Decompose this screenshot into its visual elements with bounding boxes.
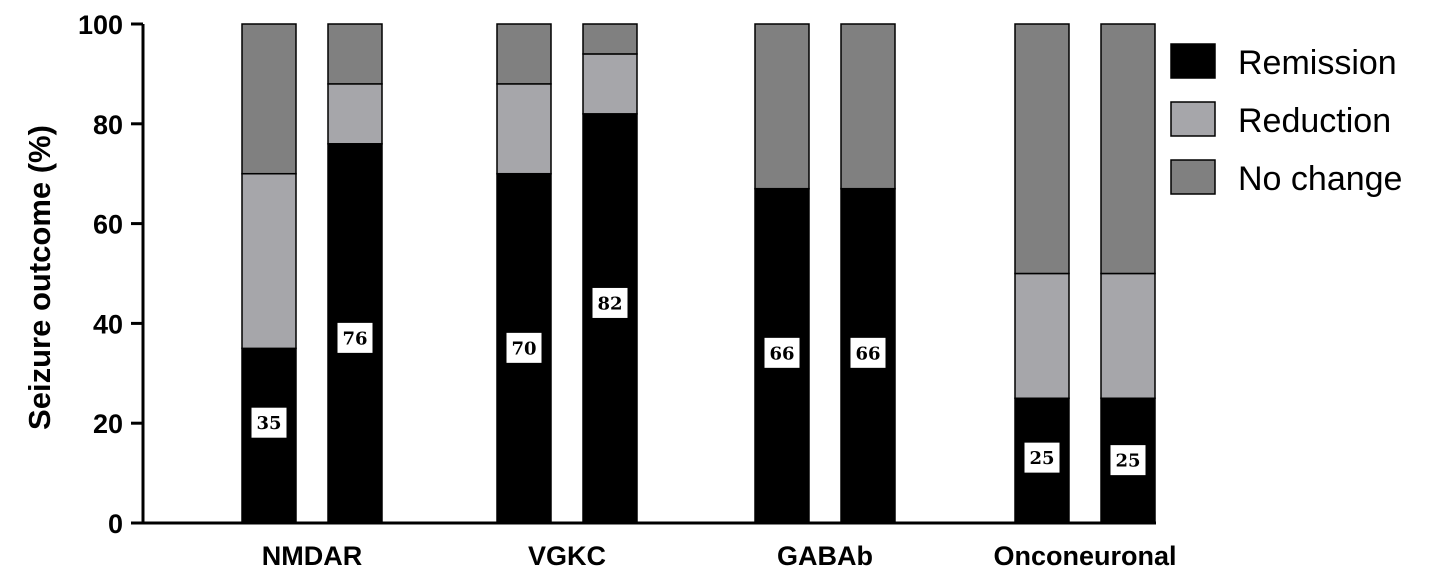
legend-swatch — [1170, 159, 1216, 195]
legend-label: Reduction — [1238, 102, 1391, 140]
data-label: 82 — [597, 293, 622, 314]
data-label: 35 — [256, 413, 281, 434]
data-label-box — [591, 286, 629, 319]
legend: Remission Reduction No change — [1170, 43, 1402, 198]
bars — [241, 23, 1156, 524]
y-tick-label: 60 — [93, 210, 123, 240]
bar-segment-no-change — [1014, 23, 1070, 275]
legend-label: Remission — [1238, 44, 1397, 82]
y-tick-label: 20 — [93, 409, 123, 439]
x-category-label: GABAb — [777, 541, 873, 571]
bar-segment-no-change — [327, 23, 383, 85]
data-label: 66 — [769, 343, 794, 364]
bar-segment-reduction — [582, 53, 638, 115]
bar-segment-reduction — [241, 172, 297, 350]
data-labels: 35 76 70 82 66 66 25 25 — [250, 286, 1147, 477]
bar-segment-no-change — [496, 23, 552, 85]
data-label-box — [505, 331, 543, 364]
y-tick-label: 0 — [108, 509, 123, 539]
legend-swatch — [1170, 101, 1216, 137]
bar-segment-no-change — [1100, 23, 1156, 275]
y-tick-label: 80 — [93, 110, 123, 140]
bar-segment-reduction — [1014, 272, 1070, 399]
data-label-box — [1109, 444, 1147, 477]
y-tick-label: 100 — [78, 10, 123, 40]
bar-segment-no-change — [241, 23, 297, 175]
bar-segment-no-change — [582, 23, 638, 55]
x-category-label: Onconeuronal — [993, 541, 1176, 571]
data-label-box — [336, 321, 374, 354]
y-axis-title: Seizure outcome (%) — [22, 125, 57, 430]
y-tick-label: 40 — [93, 309, 123, 339]
bar-segment-reduction — [1100, 272, 1156, 399]
x-category-label: NMDAR — [262, 541, 363, 571]
axes: 0 20 40 60 80 100 Seizure outcome (%) NMDAR VGKC… — [22, 10, 1177, 571]
data-label: 70 — [511, 338, 536, 359]
data-label-box — [1023, 441, 1061, 474]
data-label-box — [250, 406, 288, 439]
legend-label: No change — [1238, 160, 1402, 198]
data-label-box — [763, 336, 801, 369]
legend-swatch — [1170, 43, 1216, 79]
data-label-box — [849, 336, 887, 369]
data-label: 76 — [342, 328, 367, 349]
bar-segment-reduction — [327, 83, 383, 145]
data-label: 25 — [1029, 448, 1054, 469]
data-label: 25 — [1115, 451, 1140, 472]
x-category-label: VGKC — [528, 541, 606, 571]
bar-segment-no-change — [754, 23, 810, 190]
bar-segment-reduction — [496, 83, 552, 175]
data-label: 66 — [855, 343, 880, 364]
bar-segment-no-change — [840, 23, 896, 190]
